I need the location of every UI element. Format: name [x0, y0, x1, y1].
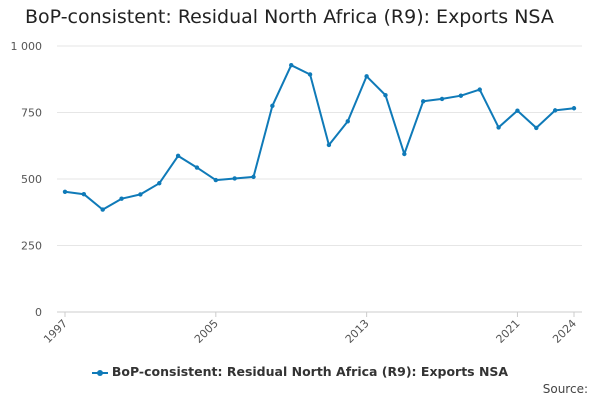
y-tick-label: 250 — [21, 240, 42, 253]
x-tick-label: 2013 — [343, 317, 372, 346]
data-point[interactable] — [534, 125, 539, 131]
data-point[interactable] — [213, 177, 219, 183]
data-point[interactable] — [458, 93, 464, 98]
legend[interactable]: BoP-consistent: Residual North Africa (R… — [0, 364, 600, 379]
data-point[interactable] — [270, 103, 275, 109]
data-point[interactable] — [364, 74, 369, 79]
data-point[interactable] — [175, 153, 181, 159]
data-point[interactable] — [383, 93, 388, 98]
data-point[interactable] — [496, 125, 501, 130]
source-label: Source: — [542, 382, 588, 396]
y-tick-label: 1 000 — [11, 40, 43, 53]
data-point[interactable] — [232, 176, 237, 181]
data-point[interactable] — [289, 62, 294, 68]
x-tick-label: 1997 — [41, 317, 70, 346]
data-point[interactable] — [515, 108, 520, 113]
legend-label: BoP-consistent: Residual North Africa (R… — [111, 364, 509, 379]
series-group — [62, 62, 577, 212]
data-point[interactable] — [307, 72, 313, 77]
data-point[interactable] — [100, 207, 105, 212]
data-point[interactable] — [62, 189, 68, 194]
data-point[interactable] — [439, 96, 445, 102]
data-point[interactable] — [420, 99, 426, 104]
data-point[interactable] — [119, 196, 124, 201]
x-tick-label: 2024 — [550, 317, 579, 346]
y-tick-label: 750 — [21, 107, 42, 120]
data-point[interactable] — [138, 192, 143, 197]
data-point[interactable] — [345, 119, 350, 124]
y-tick-label: 500 — [21, 173, 42, 186]
data-point[interactable] — [157, 181, 162, 186]
series-line — [64, 64, 575, 211]
data-point[interactable] — [194, 165, 200, 170]
data-point[interactable] — [251, 174, 256, 180]
x-tick-label: 2021 — [494, 317, 523, 346]
legend-line-marker-icon — [91, 368, 108, 378]
gridlines — [57, 45, 582, 313]
data-point[interactable] — [402, 151, 407, 157]
chart-title: BoP-consistent: Residual North Africa (R… — [25, 6, 554, 28]
data-point[interactable] — [477, 87, 482, 92]
data-point[interactable] — [552, 108, 558, 113]
y-tick-label: 0 — [35, 306, 42, 319]
x-tick-label: 2005 — [192, 317, 221, 346]
y-axis: 0 250 500 750 1 000 — [11, 40, 43, 319]
x-axis: 1997 2005 2013 2021 2024 — [41, 312, 579, 346]
data-point[interactable] — [81, 191, 87, 197]
data-point[interactable] — [326, 142, 332, 148]
data-point[interactable] — [571, 106, 577, 111]
